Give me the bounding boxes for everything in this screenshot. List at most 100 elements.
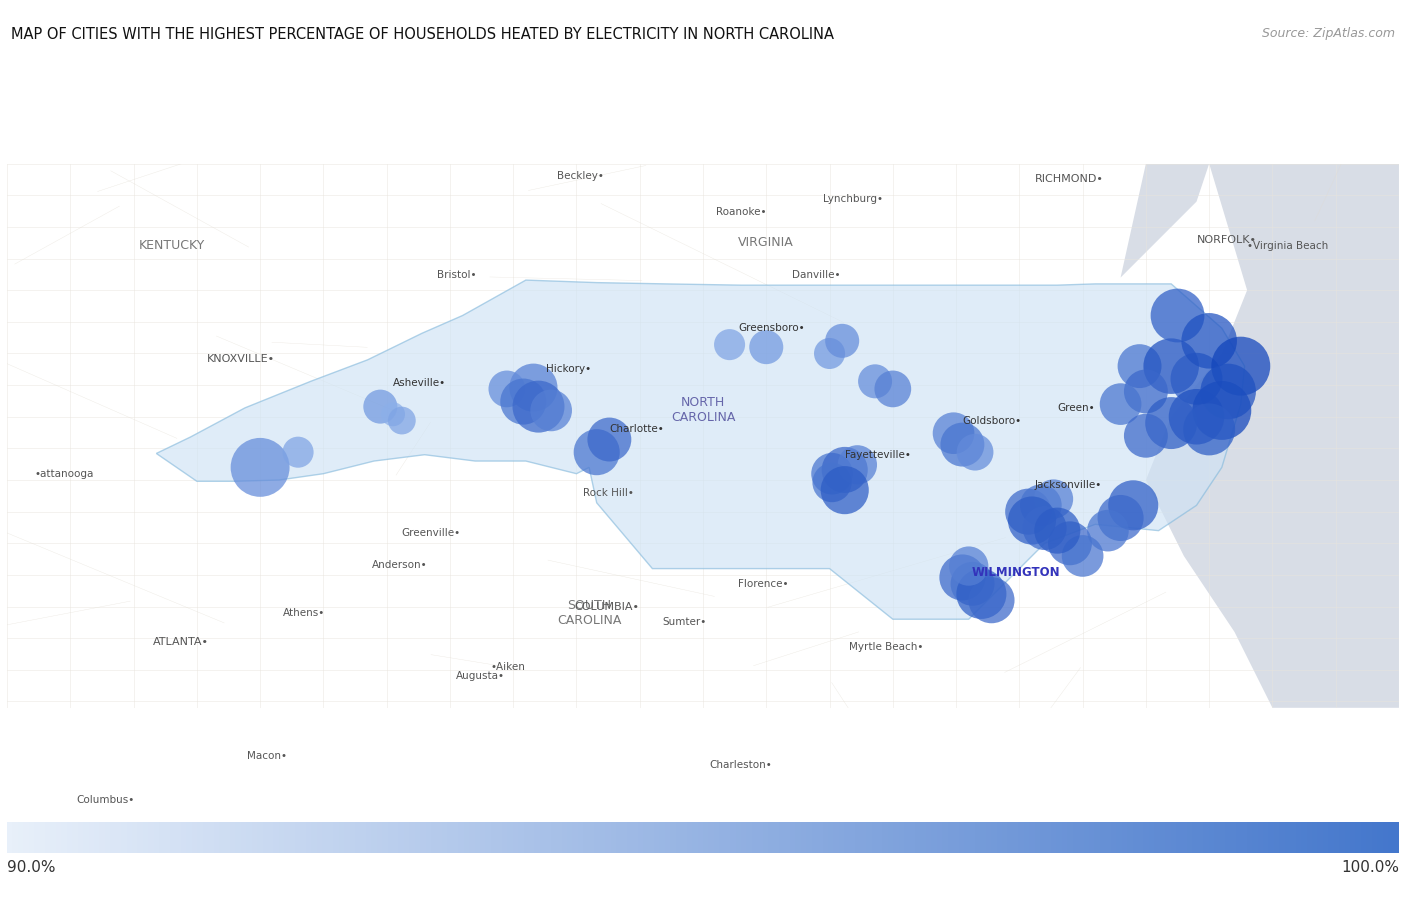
Text: NORFOLK•: NORFOLK• (1197, 235, 1257, 245)
Text: WILMINGTON: WILMINGTON (972, 565, 1060, 579)
Point (598, 432, 620, 447)
Text: Bristol•: Bristol• (437, 270, 477, 280)
Text: Fayetteville•: Fayetteville• (845, 450, 911, 459)
Text: Roanoke•: Roanoke• (716, 207, 766, 217)
Point (957, 559, 980, 574)
Text: •attanooga: •attanooga (35, 468, 94, 478)
Point (382, 407, 405, 422)
Text: Rock Hill•: Rock Hill• (583, 487, 634, 498)
Point (821, 476, 844, 490)
Point (1185, 371, 1208, 386)
Text: Charleston•: Charleston• (710, 760, 772, 770)
Text: Augusta•: Augusta• (457, 672, 505, 681)
Point (1042, 492, 1064, 506)
Text: Macon•: Macon• (247, 751, 287, 761)
Text: SOUTH
CAROLINA: SOUTH CAROLINA (557, 599, 621, 627)
Text: MAP OF CITIES WITH THE HIGHEST PERCENTAGE OF HOUSEHOLDS HEATED BY ELECTRICITY IN: MAP OF CITIES WITH THE HIGHEST PERCENTAG… (11, 27, 834, 42)
Text: Goldsboro•: Goldsboro• (963, 415, 1022, 425)
Point (1097, 523, 1119, 538)
Point (1109, 511, 1132, 525)
Text: ATLANTA•: ATLANTA• (153, 637, 208, 647)
Point (522, 380, 544, 395)
Point (1198, 423, 1220, 437)
Text: Danville•: Danville• (792, 270, 839, 280)
Point (980, 593, 1002, 608)
Text: KNOXVILLE•: KNOXVILLE• (207, 353, 276, 363)
Point (818, 346, 841, 360)
Text: RICHMOND•: RICHMOND• (1035, 174, 1104, 184)
Polygon shape (1121, 164, 1209, 278)
Text: 100.0%: 100.0% (1341, 860, 1399, 876)
Text: Lynchburg•: Lynchburg• (824, 194, 883, 204)
Text: 90.0%: 90.0% (7, 860, 55, 876)
Point (1059, 536, 1081, 550)
Point (540, 404, 562, 418)
Text: KENTUCKY: KENTUCKY (138, 239, 205, 253)
Point (1218, 384, 1240, 398)
Point (962, 576, 984, 591)
Text: Source: ZipAtlas.com: Source: ZipAtlas.com (1261, 27, 1395, 40)
Text: NORTH
CAROLINA: NORTH CAROLINA (671, 396, 735, 424)
Text: COLUMBIA•: COLUMBIA• (574, 601, 638, 611)
Text: Charlotte•: Charlotte• (609, 424, 664, 434)
Point (821, 467, 844, 481)
Point (370, 399, 392, 414)
Point (1109, 396, 1132, 411)
Text: Sumter•: Sumter• (662, 617, 707, 627)
Point (391, 414, 413, 428)
Text: Greensboro•: Greensboro• (738, 323, 806, 334)
Point (718, 337, 741, 352)
Point (755, 340, 778, 354)
Point (1021, 513, 1043, 528)
Text: Asheville•: Asheville• (394, 378, 446, 387)
Point (1135, 384, 1157, 398)
Text: Columbus•: Columbus• (77, 796, 135, 806)
Point (1029, 498, 1052, 512)
Point (952, 438, 974, 452)
Point (1211, 404, 1233, 418)
Point (496, 382, 519, 396)
Point (287, 445, 309, 459)
Point (846, 458, 869, 472)
Point (942, 426, 965, 441)
Point (834, 463, 856, 477)
Point (1135, 429, 1157, 443)
Text: VIRGINIA: VIRGINIA (738, 236, 794, 249)
Point (1198, 334, 1220, 348)
Text: Myrtle Beach•: Myrtle Beach• (849, 642, 922, 652)
Text: Greenville•: Greenville• (402, 529, 461, 539)
Point (1185, 410, 1208, 424)
Point (863, 374, 886, 388)
Point (1167, 308, 1189, 323)
Point (1071, 548, 1094, 563)
Polygon shape (156, 280, 1244, 619)
Polygon shape (1146, 164, 1399, 708)
Point (249, 460, 271, 475)
Point (1129, 359, 1152, 373)
Point (882, 382, 904, 396)
Text: Jacksonville•: Jacksonville• (1035, 480, 1102, 490)
Text: Florence•: Florence• (738, 579, 789, 589)
Text: •Virginia Beach: •Virginia Beach (1247, 241, 1329, 251)
Text: Anderson•: Anderson• (371, 560, 427, 570)
Point (1017, 504, 1039, 519)
Point (1122, 498, 1144, 512)
Point (585, 445, 607, 459)
Text: Athens•: Athens• (283, 608, 325, 618)
Point (965, 445, 987, 459)
Text: •Aiken: •Aiken (491, 663, 526, 672)
Point (1160, 359, 1182, 373)
Point (1160, 416, 1182, 431)
Point (1046, 523, 1069, 538)
Text: Green•: Green• (1057, 403, 1095, 413)
Point (1230, 359, 1253, 373)
Text: Beckley•: Beckley• (558, 172, 605, 182)
Point (512, 395, 534, 409)
Point (831, 334, 853, 348)
Point (1033, 521, 1056, 535)
Point (952, 570, 974, 584)
Point (970, 587, 993, 601)
Point (834, 483, 856, 497)
Text: Hickory•: Hickory• (546, 364, 591, 374)
Point (527, 399, 550, 414)
